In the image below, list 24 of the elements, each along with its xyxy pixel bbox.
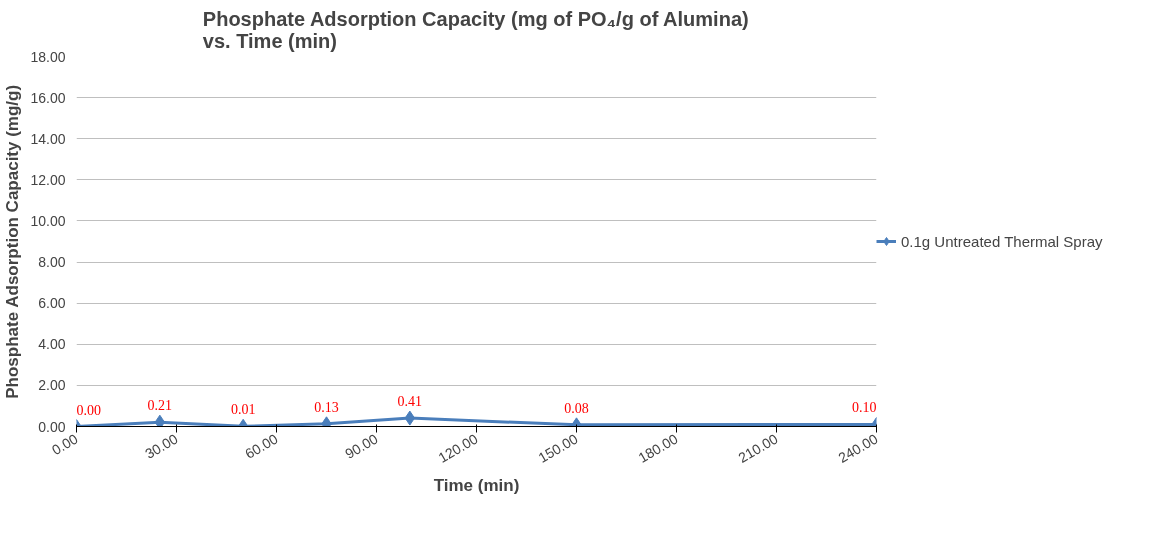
data-label: 0.13 bbox=[314, 399, 339, 415]
y-tick-label: 8.00 bbox=[38, 254, 66, 271]
data-label: 0.00 bbox=[76, 402, 101, 418]
y-tick-label: 16.00 bbox=[30, 89, 66, 106]
y-tick-label: 18.00 bbox=[30, 48, 66, 65]
data-label: 0.10 bbox=[852, 400, 877, 416]
x-axis-title: Time (min) bbox=[433, 475, 520, 495]
data-label: 0.08 bbox=[564, 400, 589, 416]
y-tick-label: 2.00 bbox=[38, 377, 66, 394]
x-tick-label: 90.00 bbox=[342, 430, 381, 462]
legend-label: 0.1g Untreated Thermal Spray bbox=[901, 232, 1103, 250]
y-tick-label: 14.00 bbox=[30, 130, 66, 147]
y-tick-label: 4.00 bbox=[38, 336, 66, 353]
x-tick-label: 60.00 bbox=[242, 430, 281, 462]
data-label: 0.01 bbox=[230, 402, 256, 418]
y-tick-label: 12.00 bbox=[30, 171, 66, 188]
data-label: 0.21 bbox=[147, 398, 173, 414]
data-label: 0.41 bbox=[397, 394, 423, 410]
x-tick-label: 30.00 bbox=[142, 430, 181, 462]
y-tick-label: 10.00 bbox=[30, 212, 66, 229]
y-axis-title: Phosphate Adsorption Capacity (mg/g) bbox=[3, 84, 23, 399]
y-tick-label: 6.00 bbox=[38, 295, 66, 312]
y-tick-label: 0.00 bbox=[38, 418, 66, 435]
chart-title: Phosphate Adsorption Capacity (mg of PO₄/g of Alumina) vs. Time (min) bbox=[202, 7, 749, 52]
